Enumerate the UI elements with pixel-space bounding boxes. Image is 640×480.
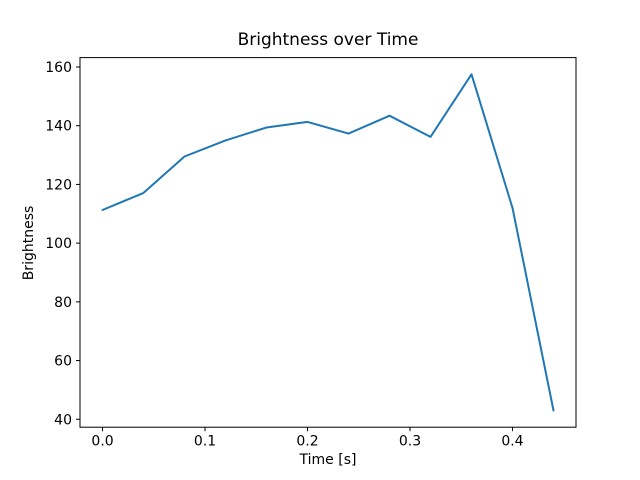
y-tick-label: 120 [45,177,72,193]
y-tick-label: 160 [45,60,72,76]
x-tick-label: 0.4 [501,434,523,450]
x-tick-label: 0.0 [91,434,113,450]
data-line-brightness [101,73,555,412]
y-tick-label: 40 [54,412,72,428]
axes-spines [79,57,577,428]
y-tick-label: 100 [45,236,72,252]
y-tick-label: 140 [45,119,72,135]
x-axis-label: Time [s] [299,452,357,468]
chart-title: Brightness over Time [237,30,419,50]
y-axis-label: Brightness [21,205,37,281]
y-tick-label: 80 [54,295,72,311]
y-tick-label: 60 [54,354,72,370]
x-tick-label: 0.2 [296,434,318,450]
x-tick-label: 0.1 [194,434,216,450]
x-tick-label: 0.3 [399,434,421,450]
